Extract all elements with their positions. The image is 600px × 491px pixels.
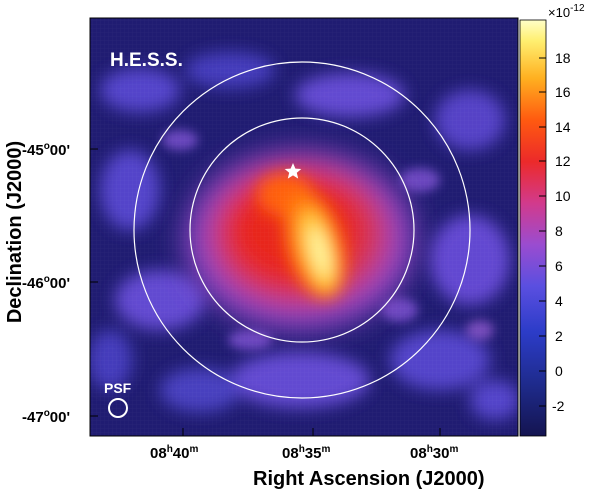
map-frame: [89, 17, 519, 437]
x-axis-title: Right Ascension (J2000): [253, 468, 485, 490]
colorbar-tick-label: 12: [555, 153, 571, 169]
colorbar-tick-label: 0: [555, 363, 563, 379]
y-axis-title: Declination (J2000): [4, 141, 26, 323]
ra-tick-label: 08h35m: [282, 444, 330, 462]
colorbar-tick-label: 10: [555, 188, 571, 204]
outer-circle: [133, 61, 471, 399]
ra-tick-label: 08h40m: [150, 444, 198, 462]
colorbar: [519, 19, 547, 437]
colorbar-multiplier: ×10-12: [548, 3, 585, 20]
colorbar-tick-label: 4: [555, 293, 563, 309]
ra-tick-label: 08h30m: [410, 444, 458, 462]
colorbar-tick-label: 16: [555, 84, 571, 100]
star-marker: [284, 163, 302, 179]
ra-ticks: 08h40m 08h35m 08h30m: [150, 428, 458, 462]
dec-tick-label: -46o00': [22, 274, 70, 292]
sky-image: [90, 18, 518, 436]
psf-circle: [108, 398, 128, 418]
colorbar-tick-label: 2: [555, 328, 563, 344]
inner-circle: [189, 117, 415, 343]
colorbar-tick-label: 6: [555, 258, 563, 274]
colorbar-tick-label: 8: [555, 223, 563, 239]
colorbar-tick-label: -2: [552, 398, 565, 414]
psf-label: PSF: [104, 380, 132, 396]
dec-ticks: -45o00' -46o00' -47o00': [22, 141, 98, 426]
telescope-label: H.E.S.S.: [110, 50, 183, 71]
dec-tick-label: -47o00': [22, 408, 70, 426]
colorbar-tick-label: 14: [555, 119, 571, 135]
dec-tick-label: -45o00': [22, 141, 70, 159]
colorbar-tick-label: 18: [555, 50, 571, 66]
colorbar-ticks: 18 16 14 12 10 8 6 4 2 0 -2: [539, 50, 571, 414]
